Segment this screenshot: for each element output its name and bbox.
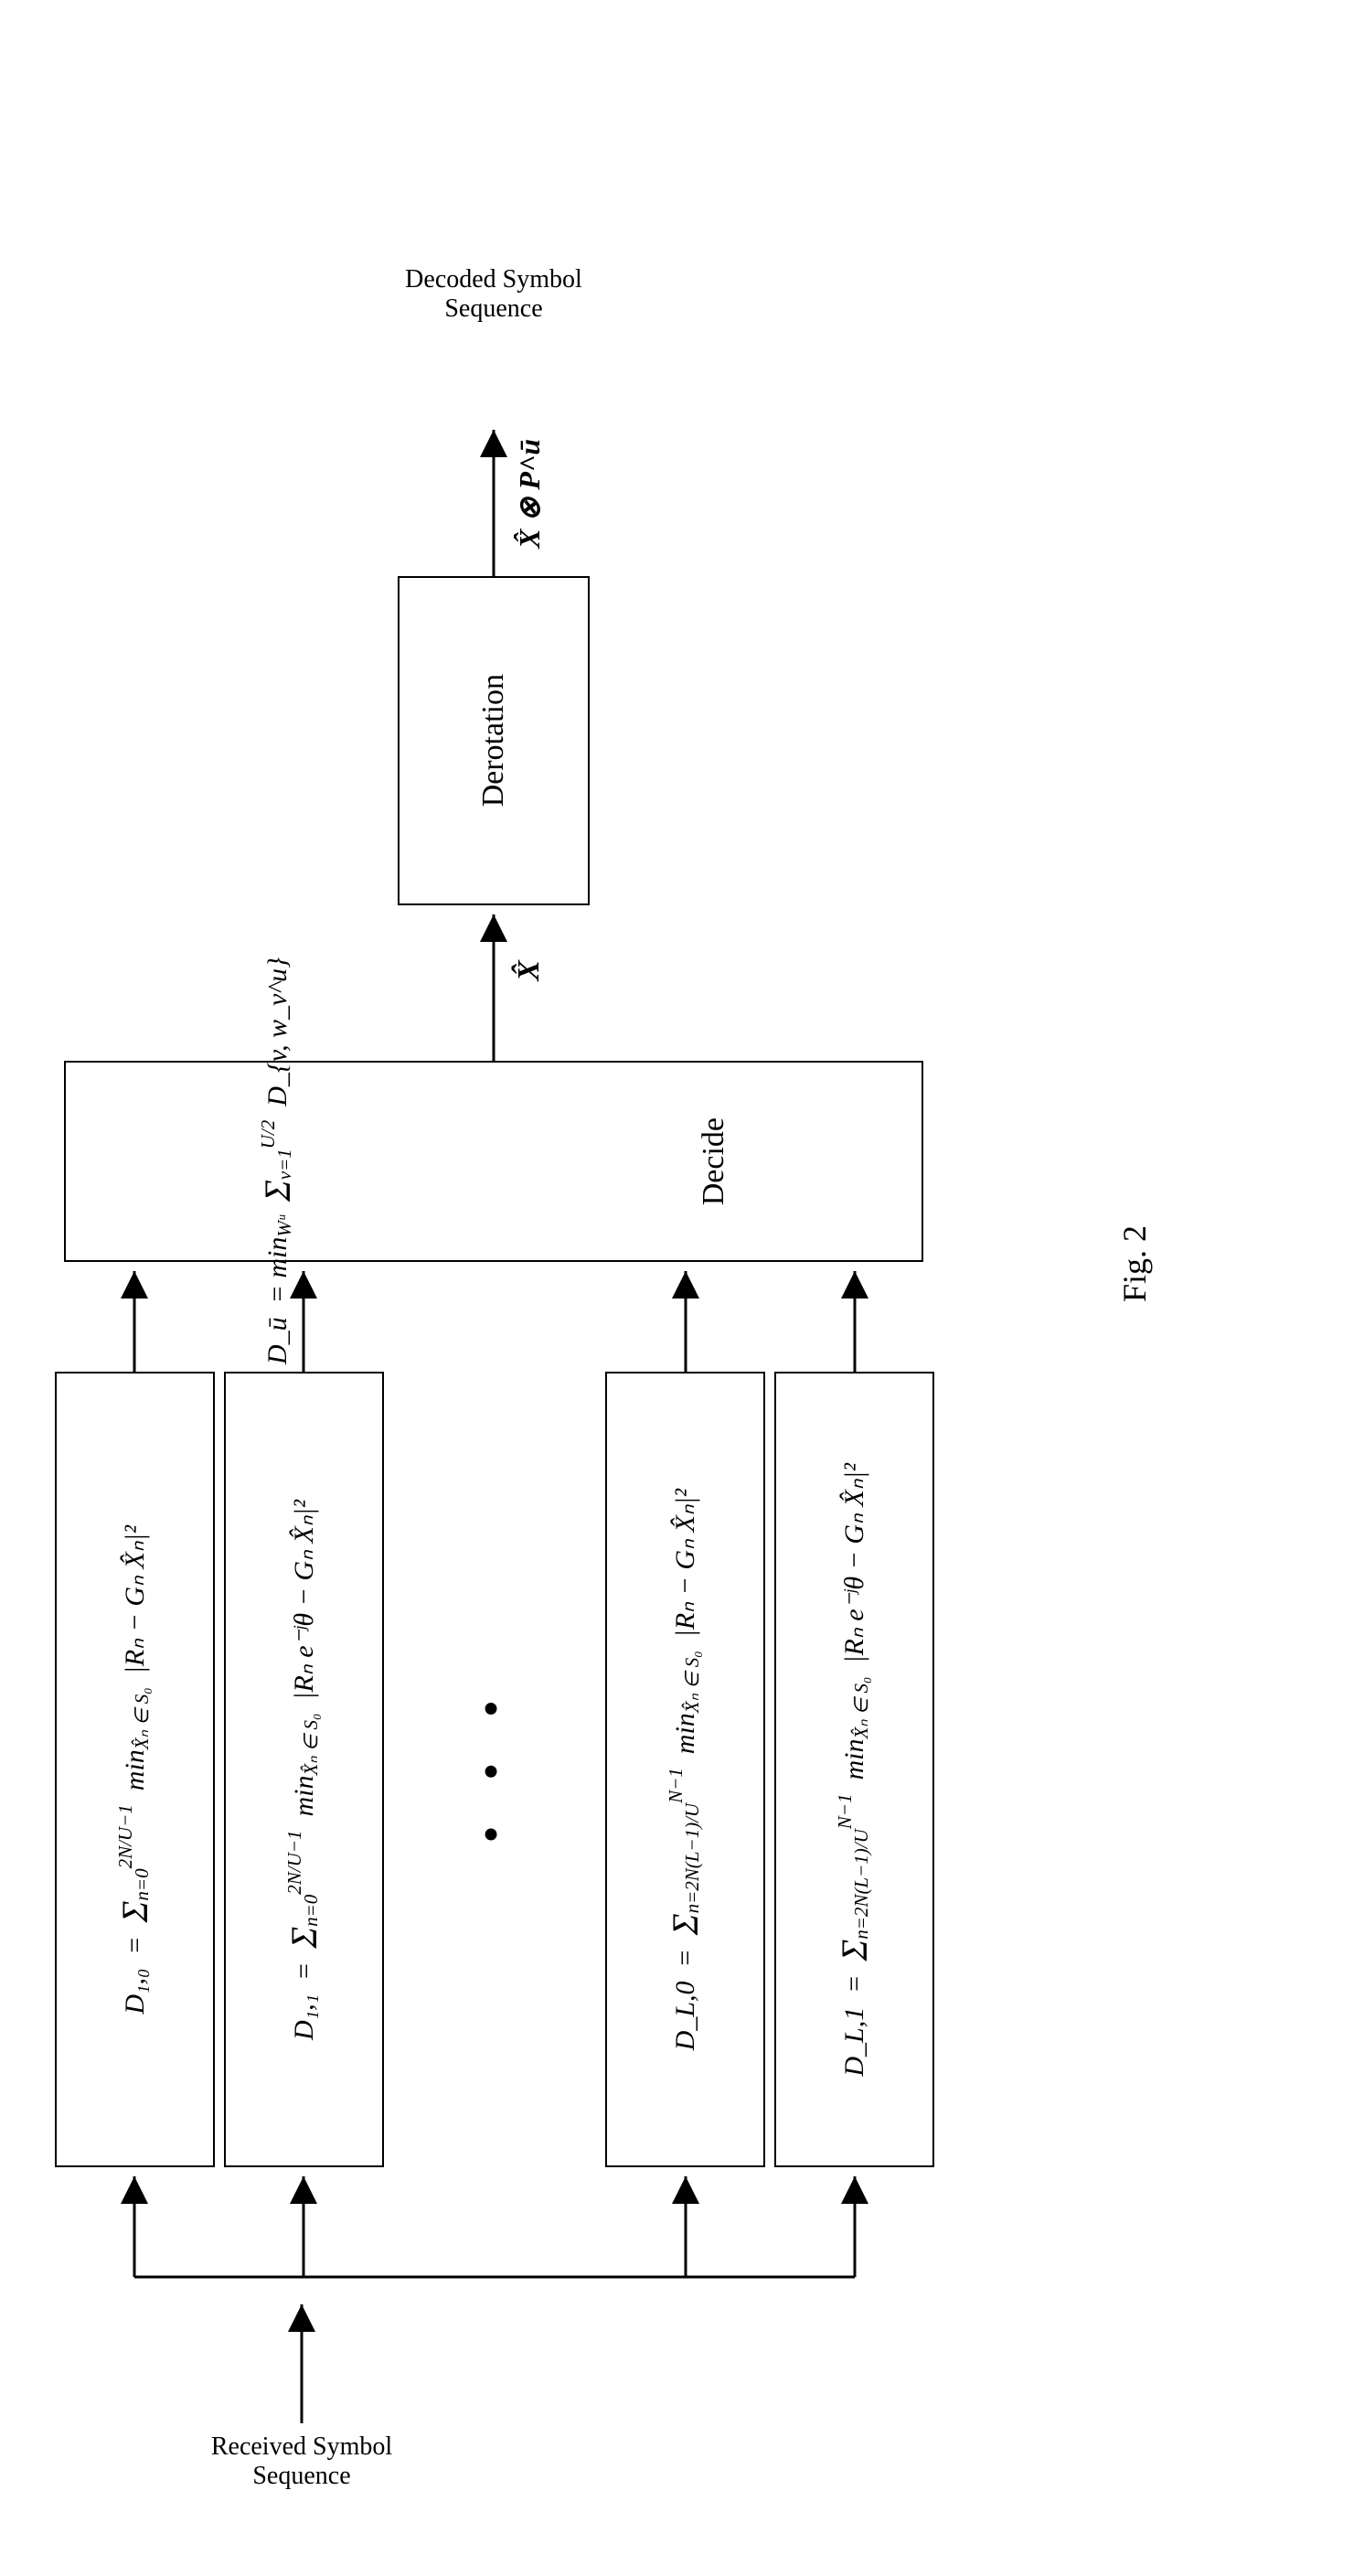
ellipsis-dots: • • •	[466, 1683, 517, 1842]
intermediate-xhat-label: X̂	[512, 960, 547, 981]
decide-sum-lower: v=1	[273, 1149, 295, 1181]
d10-lhs: D₁,₀	[120, 1968, 150, 2014]
dl1-sum-upper: N−1	[834, 1793, 856, 1829]
dl0-lhs: D_L,0	[670, 1981, 700, 2050]
dl1-body: |Rₙ e⁻ʲθ − Gₙ X̂ₙ|²	[839, 1463, 869, 1663]
dl1-lhs: D_L,1	[839, 2006, 869, 2076]
dl1-min-over: X̂ₙ ∈ S₀	[850, 1676, 872, 1738]
distance-box-dl0: D_L,0 = Σn=2N(L−1)/UN−1 minX̂ₙ ∈ S₀ |Rₙ …	[605, 1372, 765, 2167]
d11-body: |Rₙ e⁻ʲθ − Gₙ X̂ₙ|²	[289, 1500, 319, 1700]
dl1-sum-lower: n=2N(L−1)/U	[850, 1829, 872, 1940]
dl0-min-over: X̂ₙ ∈ S₀	[681, 1651, 703, 1713]
distance-formula-dl0: D_L,0 = Σn=2N(L−1)/UN−1 minX̂ₙ ∈ S₀ |Rₙ …	[664, 1489, 707, 2050]
d11-min-over: X̂ₙ ∈ S₀	[300, 1713, 322, 1775]
d10-body: |Rₙ − Gₙ X̂ₙ|²	[120, 1525, 150, 1673]
figure-label: Fig. 2	[1115, 1225, 1154, 1302]
distance-formula-dl1: D_L,1 = Σn=2N(L−1)/UN−1 minX̂ₙ ∈ S₀ |Rₙ …	[833, 1463, 876, 2077]
input-label: Received Symbol Sequence	[165, 2432, 439, 2491]
input-label-text: Received Symbol Sequence	[211, 2432, 392, 2490]
dl0-sum-upper: N−1	[665, 1768, 687, 1803]
distance-box-dl1: D_L,1 = Σn=2N(L−1)/UN−1 minX̂ₙ ∈ S₀ |Rₙ …	[774, 1372, 934, 2167]
distance-box-d11: D₁,₁ = Σn=02N/U−1 minX̂ₙ ∈ S₀ |Rₙ e⁻ʲθ −…	[224, 1372, 384, 2167]
ellipsis-text: • • •	[467, 1683, 516, 1842]
decide-summand: D_{v, w_v^u}	[262, 957, 293, 1106]
d10-min-over: X̂ₙ ∈ S₀	[131, 1687, 153, 1749]
d10-sum-lower: n=0	[131, 1868, 153, 1900]
decide-lhs: D_ū	[262, 1318, 293, 1365]
distance-formula-d10: D₁,₀ = Σn=02N/U−1 minX̂ₙ ∈ S₀ |Rₙ − Gₙ X…	[113, 1525, 156, 2015]
output-formula: X̂ ⊗ P^ū	[512, 439, 547, 549]
decide-box: D_ū = minWᵘ Σv=1U/2 D_{v, w_v^u} Decide	[64, 1061, 923, 1262]
d11-sum-lower: n=0	[300, 1894, 322, 1926]
output-label: Decoded Symbol Sequence	[375, 265, 613, 324]
output-label-text: Decoded Symbol Sequence	[405, 265, 582, 323]
distance-box-d10: D₁,₀ = Σn=02N/U−1 minX̂ₙ ∈ S₀ |Rₙ − Gₙ X…	[55, 1372, 215, 2167]
decide-title: Decide	[697, 1117, 731, 1205]
dl0-sum-lower: n=2N(L−1)/U	[681, 1803, 703, 1914]
derotation-title: Derotation	[476, 674, 511, 807]
decide-sum-upper: U/2	[257, 1120, 279, 1149]
d11-lhs: D₁,₁	[289, 1993, 319, 2039]
d11-sum-upper: 2N/U−1	[283, 1830, 305, 1894]
d10-sum-upper: 2N/U−1	[114, 1804, 136, 1868]
distance-formula-d11: D₁,₁ = Σn=02N/U−1 minX̂ₙ ∈ S₀ |Rₙ e⁻ʲθ −…	[282, 1500, 325, 2040]
decide-formula: D_ū = minWᵘ Σv=1U/2 D_{v, w_v^u}	[256, 957, 299, 1364]
dl0-body: |Rₙ − Gₙ X̂ₙ|²	[670, 1489, 700, 1637]
block-diagram: Received Symbol Sequence D₁,₀ = Σn=02N/U…	[37, 37, 1316, 2506]
derotation-box: Derotation	[398, 576, 590, 905]
decide-min-over: Wᵘ	[273, 1215, 295, 1237]
